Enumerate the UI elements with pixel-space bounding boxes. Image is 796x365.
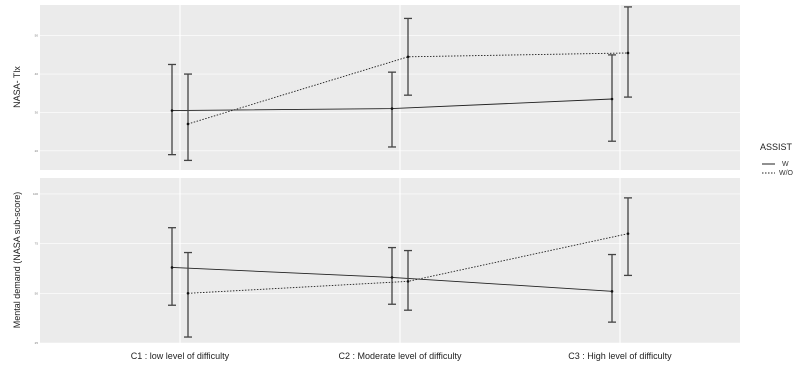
y-tick-label-3: 40 <box>35 72 39 76</box>
panel-mental-demand-background <box>40 178 740 343</box>
panel-mental-demand-series <box>168 197 632 338</box>
panel-mental-demand: 25 50 75 100 Mental demand (NASA sub-score) <box>12 178 740 345</box>
legend-label-wo: W/O <box>779 170 794 177</box>
legend-title: ASSIST <box>760 142 793 152</box>
point-w-2 <box>390 107 394 110</box>
panel-nasa-tlx-background <box>40 5 740 170</box>
panel-nasa-tlx-gridlines <box>40 5 740 170</box>
y-tick-label-4: 100 <box>33 192 38 196</box>
y-tick-label-4: 50 <box>35 34 39 38</box>
point-w-1 <box>170 266 174 269</box>
point-wo-3 <box>626 51 630 55</box>
panel-nasa-tlx-yticks: 20 30 40 50 <box>35 34 39 153</box>
point-w-3 <box>610 97 614 101</box>
panel-mental-demand-yticks: 25 50 75 100 <box>33 192 38 345</box>
panel-nasa-tlx-ylabel: NASA- Tlx <box>12 66 22 108</box>
y-tick-label-2: 30 <box>35 110 39 114</box>
legend-item-wo: W/O <box>762 170 794 177</box>
y-tick-label-3: 75 <box>35 242 39 246</box>
point-wo-2 <box>406 280 410 283</box>
panel-nasa-tlx: 20 30 40 50 NASA- Tlx <box>12 5 740 170</box>
panel-mental-demand-ylabel: Mental demand (NASA sub-score) <box>12 192 22 329</box>
point-w-2 <box>390 276 394 279</box>
legend-item-w: W <box>762 161 789 168</box>
point-wo-1 <box>186 122 190 126</box>
y-tick-label-1: 20 <box>35 149 39 153</box>
point-wo-1 <box>186 292 190 295</box>
x-label-c2: C2 : Moderate level of difficulty <box>339 351 462 361</box>
panel-mental-demand-gridlines <box>40 178 740 344</box>
point-wo-2 <box>406 55 410 59</box>
x-label-c3: C3 : High level of difficulty <box>568 351 672 361</box>
point-w-1 <box>170 109 174 112</box>
panel-nasa-tlx-series <box>168 6 632 162</box>
y-tick-label-1: 25 <box>35 341 39 345</box>
point-wo-3 <box>626 232 630 235</box>
x-label-c1: C1 : low level of difficulty <box>131 351 230 361</box>
x-axis-labels: C1 : low level of difficulty C2 : Modera… <box>131 351 672 361</box>
legend-label-w: W <box>782 161 789 168</box>
point-w-3 <box>610 290 614 293</box>
y-tick-label-2: 50 <box>35 291 39 295</box>
legend: ASSIST W W/O <box>760 142 794 177</box>
